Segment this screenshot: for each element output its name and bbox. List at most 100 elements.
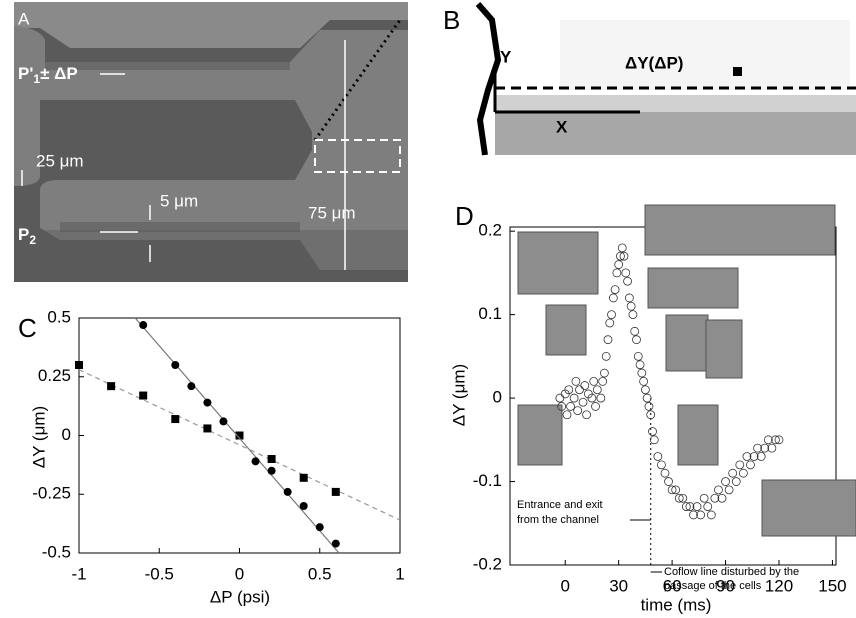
x-tick-label: 60 — [663, 576, 682, 595]
point — [753, 443, 763, 453]
point — [681, 502, 691, 511]
point — [721, 477, 730, 486]
point — [639, 376, 649, 386]
point — [582, 410, 592, 420]
y-axis-label: ΔY (μm) — [29, 406, 48, 468]
point — [575, 385, 584, 395]
delta-label: ΔY(ΔP) — [625, 53, 683, 72]
point — [187, 382, 196, 391]
p2-label: P2 — [18, 225, 36, 247]
y-axis-label: ΔY (μm) — [449, 364, 468, 426]
point — [633, 351, 643, 361]
point — [626, 301, 636, 311]
point — [667, 485, 677, 495]
p1-label: P'1± ΔP — [18, 64, 78, 86]
inset-image — [517, 404, 563, 466]
point — [685, 502, 695, 511]
point — [592, 385, 602, 395]
annotation: from the channel — [517, 514, 599, 526]
point — [774, 435, 784, 445]
point — [699, 493, 709, 503]
width-label: 75 μm — [308, 203, 356, 222]
point — [573, 406, 583, 416]
point — [660, 468, 670, 478]
point — [728, 468, 738, 478]
point — [596, 393, 606, 403]
point — [267, 455, 276, 463]
point — [771, 435, 780, 445]
point — [299, 473, 308, 482]
p1-base: P' — [18, 64, 33, 83]
point — [219, 417, 228, 426]
point — [678, 493, 688, 503]
point — [749, 452, 759, 461]
y-tick-label: -0.2 — [473, 554, 502, 573]
point — [612, 268, 622, 278]
point — [717, 493, 727, 503]
y-tick-label: 0.2 — [478, 221, 502, 240]
point — [635, 360, 645, 370]
y-tick-label: 0 — [62, 425, 71, 444]
x-tick-label: 30 — [609, 576, 628, 595]
point — [607, 310, 616, 320]
x-tick-label: -0.5 — [145, 564, 174, 583]
point — [664, 477, 673, 486]
point — [555, 393, 565, 403]
p2-sub: 2 — [29, 233, 36, 247]
point — [724, 485, 734, 495]
point — [630, 326, 640, 336]
point — [610, 285, 620, 294]
point — [692, 502, 702, 511]
width-label: 5 μm — [160, 191, 198, 210]
x-tick-label: 150 — [818, 576, 846, 595]
point — [566, 402, 575, 411]
point — [646, 410, 656, 420]
point — [608, 293, 618, 303]
point — [562, 410, 572, 420]
axis-label: Y — [500, 47, 512, 66]
x-tick-label: -1 — [71, 564, 86, 583]
x-tick-label: 0 — [235, 564, 244, 583]
point — [614, 260, 624, 269]
point — [600, 368, 609, 378]
x-tick-label: 1 — [395, 564, 404, 583]
point — [299, 502, 308, 510]
inset-image — [644, 204, 836, 256]
y-tick-label: -0.1 — [473, 471, 502, 490]
point — [767, 443, 777, 453]
panel-b-image — [475, 2, 856, 156]
point — [598, 376, 608, 386]
point — [580, 381, 590, 390]
point — [283, 487, 292, 496]
point — [315, 523, 324, 532]
point — [591, 402, 600, 411]
inset-image — [705, 319, 743, 379]
point — [589, 376, 599, 386]
y-tick-label: 0.25 — [38, 366, 71, 385]
point — [251, 457, 260, 466]
x-axis-label: ΔP (psi) — [210, 587, 270, 606]
fit-line — [134, 317, 340, 554]
panel-letter: C — [18, 313, 37, 343]
point — [139, 391, 148, 400]
point — [763, 435, 773, 445]
point — [587, 393, 597, 403]
annotation: Entrance and exit — [517, 499, 603, 511]
point — [706, 510, 716, 520]
point — [619, 251, 629, 261]
point — [756, 452, 766, 461]
point — [653, 452, 663, 461]
point — [657, 460, 666, 470]
panel-letter: A — [18, 9, 30, 28]
point — [642, 393, 652, 403]
point — [616, 251, 625, 261]
point — [203, 398, 212, 407]
panel-letter: D — [455, 201, 474, 231]
inset-image — [677, 404, 719, 466]
point — [557, 402, 567, 411]
inset-image — [517, 231, 599, 295]
point — [703, 502, 713, 511]
y-tick-label: -0.5 — [42, 542, 71, 561]
point — [75, 361, 83, 369]
